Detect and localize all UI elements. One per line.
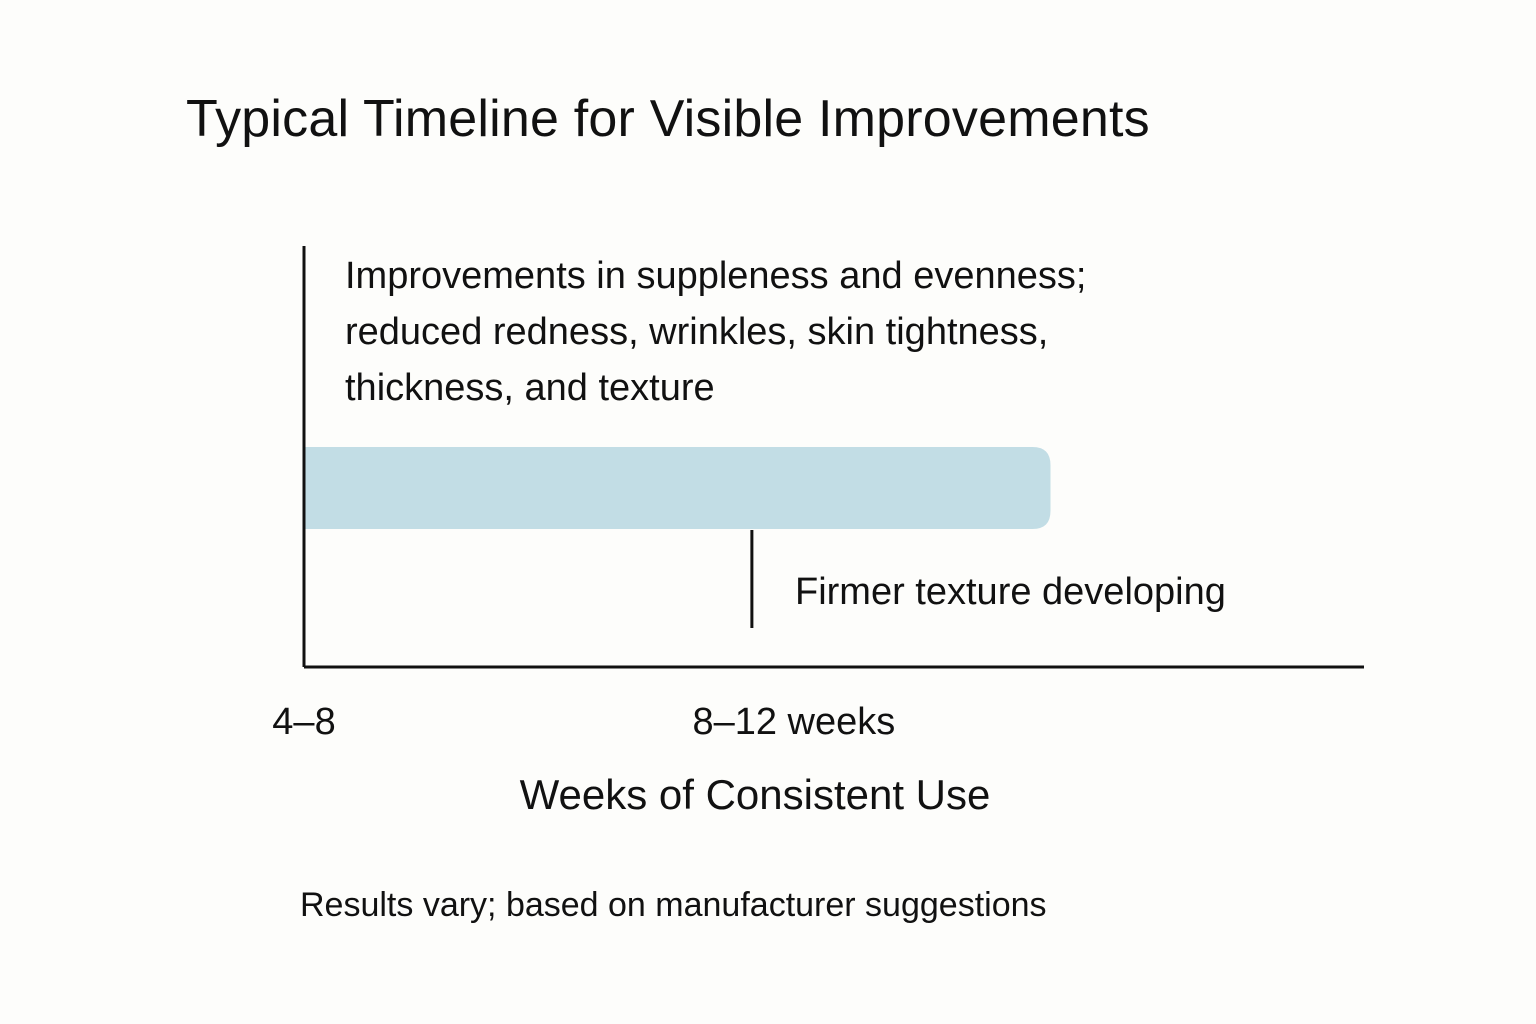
bar-annotation-line: thickness, and texture	[345, 367, 715, 409]
chart-title: Typical Timeline for Visible Improvement…	[186, 90, 1150, 148]
bar-annotation-line: Improvements in suppleness and evenness;	[345, 255, 1087, 297]
timeline-bar	[305, 447, 1051, 529]
bars-layer	[305, 447, 1051, 529]
x-tick-label: 8–12 weeks	[692, 701, 896, 743]
x-tick-label: 4–8	[272, 701, 336, 743]
bar-annotation: Improvements in suppleness and evenness;…	[345, 248, 1345, 416]
bar-annotation-line: reduced redness, wrinkles, skin tightnes…	[345, 311, 1049, 353]
x-axis-label: Weeks of Consistent Use	[519, 771, 991, 818]
marker-annotation: Firmer texture developing	[795, 571, 1226, 613]
footnote: Results vary; based on manufacturer sugg…	[300, 886, 1047, 924]
